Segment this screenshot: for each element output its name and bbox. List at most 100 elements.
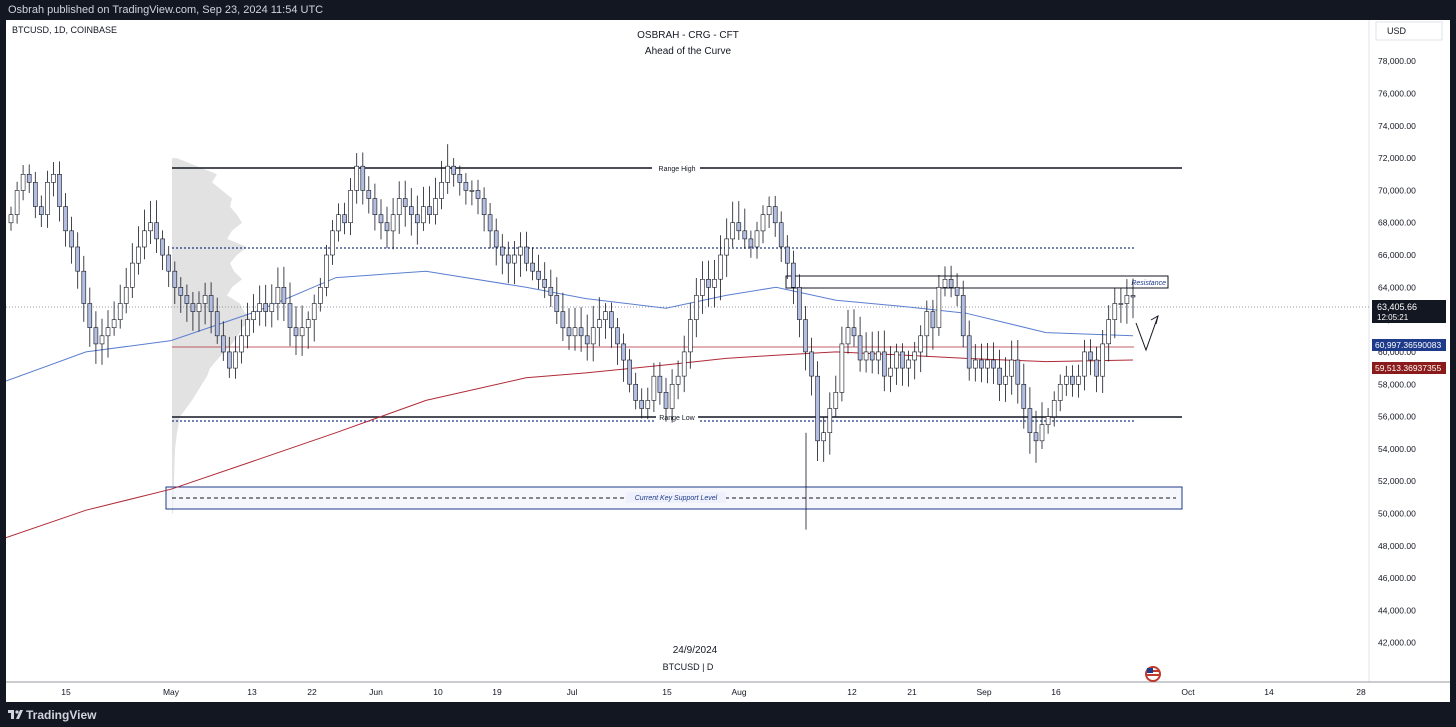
candle-body[interactable] — [948, 278, 954, 288]
candle-body[interactable] — [881, 351, 887, 377]
candle-body[interactable] — [433, 198, 438, 216]
candle-body[interactable] — [894, 351, 899, 369]
candle-body[interactable] — [542, 278, 548, 288]
candle-body[interactable] — [603, 311, 608, 321]
candle-body[interactable] — [966, 335, 972, 369]
candle-body[interactable] — [20, 174, 26, 191]
candle-body[interactable] — [536, 270, 541, 280]
candle-body[interactable] — [99, 335, 105, 345]
candle-body[interactable] — [742, 230, 748, 240]
candle-body[interactable] — [942, 278, 948, 288]
resistance-box[interactable] — [785, 275, 1169, 289]
candle-body[interactable] — [839, 343, 845, 393]
candle-body[interactable] — [142, 230, 147, 248]
candle-body[interactable] — [384, 222, 390, 232]
candle-body[interactable] — [360, 165, 366, 191]
candle-body[interactable] — [408, 206, 414, 216]
candle-body[interactable] — [833, 391, 839, 409]
candle-body[interactable] — [378, 214, 384, 224]
candle-body[interactable] — [512, 254, 517, 264]
candle-body[interactable] — [105, 327, 111, 337]
candle-body[interactable] — [499, 246, 505, 256]
candle-body[interactable] — [578, 327, 584, 337]
candle-body[interactable] — [402, 198, 408, 207]
candle-body[interactable] — [590, 327, 596, 345]
candle-body[interactable] — [1088, 351, 1093, 361]
candle-body[interactable] — [439, 182, 444, 199]
candle-body[interactable] — [639, 400, 645, 409]
candle-body[interactable] — [1039, 424, 1045, 442]
candle-body[interactable] — [936, 286, 942, 328]
candle-body[interactable] — [202, 295, 208, 304]
ma-200-line[interactable] — [5, 351, 1134, 539]
candle-body[interactable] — [481, 198, 487, 216]
candle-body[interactable] — [621, 343, 626, 361]
candle-body[interactable] — [227, 351, 232, 369]
candle-body[interactable] — [293, 327, 299, 337]
candle-body[interactable] — [797, 286, 802, 320]
candle-body[interactable] — [275, 286, 281, 304]
candle-body[interactable] — [1082, 351, 1087, 377]
candle-body[interactable] — [748, 238, 754, 248]
candle-body[interactable] — [912, 351, 918, 361]
time-axis[interactable]: 15 May 13 22 Jun 10 19 Jul 15 Aug 12 21 Sep 16 Oct 14 28 — [61, 687, 1366, 697]
candle-body[interactable] — [245, 319, 250, 337]
candle-body[interactable] — [208, 295, 214, 312]
candle-body[interactable] — [584, 335, 590, 345]
candle-body[interactable] — [609, 311, 614, 329]
candle-body[interactable] — [1064, 375, 1069, 385]
candle-body[interactable] — [1027, 408, 1033, 434]
price-chart[interactable]: BTCUSD, 1D, COINBASE USD OSBRAH - CRG - … — [5, 20, 1450, 702]
candle-body[interactable] — [45, 182, 50, 215]
candle-body[interactable] — [463, 182, 469, 191]
candle-body[interactable] — [972, 359, 978, 369]
candle-body[interactable] — [311, 303, 317, 321]
candle-body[interactable] — [918, 335, 924, 353]
candle-body[interactable] — [997, 367, 1002, 385]
candle-body[interactable] — [1045, 416, 1051, 426]
candle-body[interactable] — [851, 327, 857, 337]
candle-body[interactable] — [736, 222, 742, 232]
candle-body[interactable] — [772, 206, 778, 224]
candle-body[interactable] — [505, 254, 511, 264]
candle-body[interactable] — [906, 359, 911, 369]
candle-body[interactable] — [1057, 383, 1063, 401]
candle-body[interactable] — [354, 165, 360, 191]
candle-body[interactable] — [821, 432, 827, 442]
candle-body[interactable] — [615, 327, 620, 345]
candle-body[interactable] — [1070, 375, 1075, 385]
candle-body[interactable] — [184, 295, 190, 304]
candle-body[interactable] — [221, 335, 226, 353]
price-axis[interactable]: 78,000.00 76,000.00 74,000.00 72,000.00 70,0… — [1378, 56, 1416, 648]
candle-body[interactable] — [93, 327, 99, 345]
candle-body[interactable] — [178, 286, 184, 296]
candle-body[interactable] — [991, 359, 996, 369]
candle-body[interactable] — [815, 375, 820, 442]
candle-body[interactable] — [530, 262, 535, 272]
candle-body[interactable] — [1076, 375, 1081, 385]
candle-body[interactable] — [342, 214, 347, 224]
candle-body[interactable] — [287, 303, 293, 329]
candle-body[interactable] — [712, 278, 717, 288]
candle-body[interactable] — [827, 408, 833, 434]
candle-body[interactable] — [390, 214, 396, 232]
candle-body[interactable] — [330, 230, 335, 256]
candle-body[interactable] — [718, 254, 723, 280]
candle-body[interactable] — [51, 174, 56, 183]
candle-body[interactable] — [263, 303, 269, 312]
candle-body[interactable] — [154, 222, 159, 240]
candle-body[interactable] — [778, 222, 784, 248]
candle-body[interactable] — [57, 174, 62, 207]
candle-body[interactable] — [845, 327, 851, 345]
candle-body[interactable] — [524, 246, 529, 264]
candle-body[interactable] — [427, 206, 432, 216]
candle-body[interactable] — [487, 214, 493, 232]
candle-body[interactable] — [457, 174, 463, 183]
candle-body[interactable] — [1021, 383, 1027, 409]
candle-body[interactable] — [123, 286, 129, 304]
candle-body[interactable] — [566, 327, 572, 337]
candles-group[interactable] — [8, 144, 1136, 530]
candle-body[interactable] — [445, 165, 451, 183]
chart-panel[interactable]: BTCUSD, 1D, COINBASE USD OSBRAH - CRG - … — [5, 20, 1450, 702]
candle-body[interactable] — [766, 206, 772, 216]
